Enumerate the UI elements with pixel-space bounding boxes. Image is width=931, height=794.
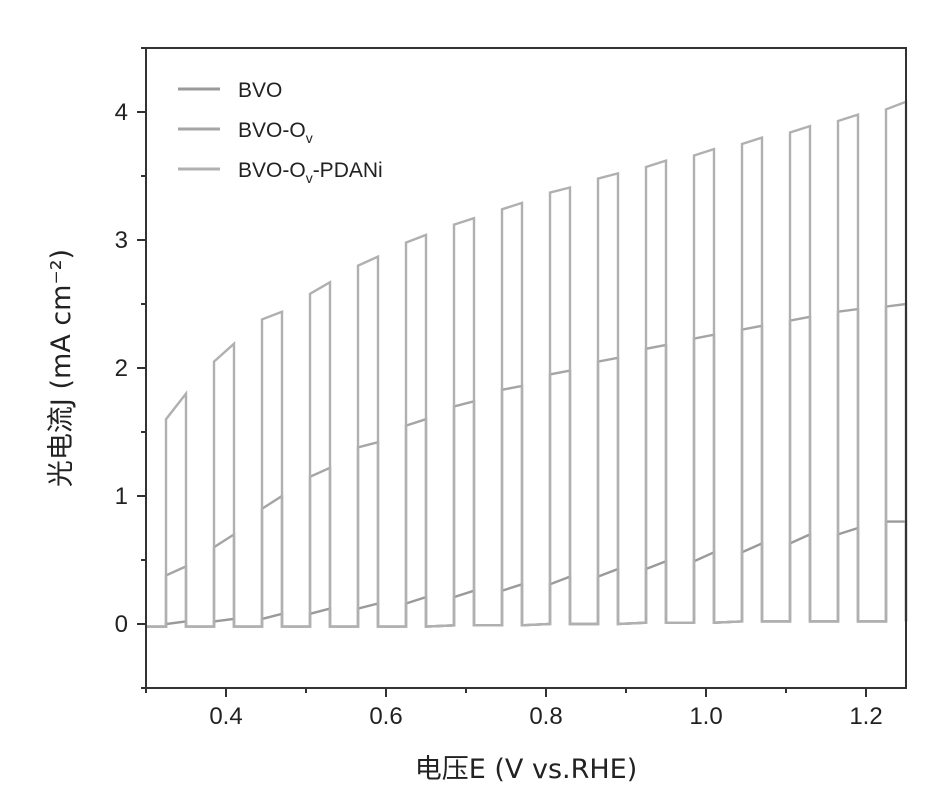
y-tick-label: 3	[115, 227, 128, 254]
y-tick-label: 4	[115, 99, 128, 126]
x-tick-label: 1.0	[689, 703, 722, 730]
x-tick-label: 0.6	[369, 703, 402, 730]
series-line-3	[146, 100, 908, 628]
y-tick-label: 1	[115, 483, 128, 510]
x-axis-title: 电压E (V vs.RHE)	[415, 754, 638, 785]
series-layer	[146, 100, 908, 628]
x-tick-label: 0.8	[529, 703, 562, 730]
x-tick-label: 1.2	[849, 703, 882, 730]
y-tick-label: 0	[115, 611, 128, 638]
y-tick-layer: 0 1 2 3 4	[115, 47, 146, 689]
legend-label: BVO-Ov	[238, 119, 313, 146]
legend-label-subscript: v	[306, 130, 313, 146]
y-tick-label: 2	[115, 355, 128, 382]
legend-label: BVO	[238, 79, 282, 102]
legend-label-subscript: v	[306, 170, 313, 186]
legend-label-tail: -PDANi	[313, 159, 383, 182]
x-tick-layer: 0.4 0.6 0.8 1.0 1.2	[145, 688, 883, 730]
x-tick-label: 0.4	[209, 703, 242, 730]
legend-label-main: BVO-O	[238, 119, 306, 142]
legend-label-main: BVO-O	[238, 159, 306, 182]
legend-label: BVO-Ov-PDANi	[238, 159, 383, 186]
y-axis-title: 光电流J (mA cm⁻²)	[46, 249, 77, 487]
